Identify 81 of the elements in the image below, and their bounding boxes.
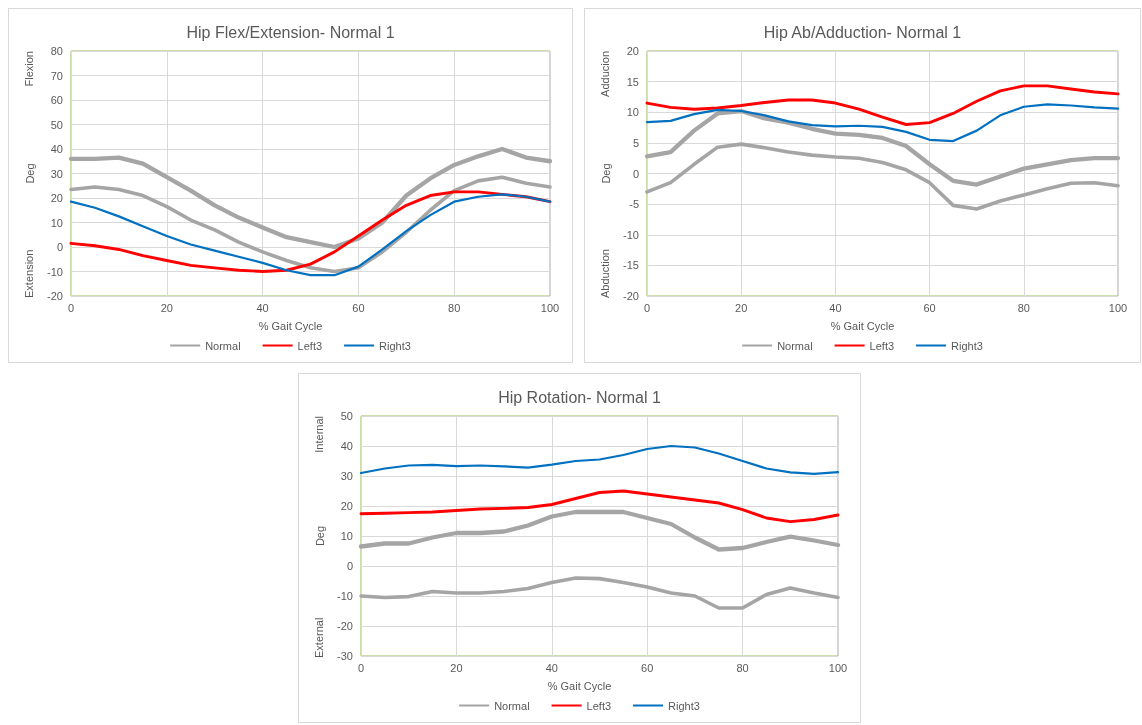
y-tick-label: 20 (50, 192, 63, 204)
y-tick-label: 0 (346, 560, 353, 572)
line-series (358, 509, 841, 552)
y-tick-label: -10 (47, 265, 63, 278)
y-tick-label: -10 (337, 590, 353, 602)
y-tick-label: 80 (50, 45, 63, 57)
chart-title: Hip Ab/Adduction- Normal 1 (763, 23, 962, 41)
x-tick-label: 80 (448, 301, 461, 314)
y-axis-title: Deg (599, 163, 612, 184)
y-tick-label: 50 (50, 118, 63, 131)
chart-title: Hip Rotation- Normal 1 (498, 388, 661, 406)
legend-label: Right3 (951, 339, 983, 352)
text: Flexion (22, 51, 35, 87)
y-tick-label: 10 (340, 530, 353, 542)
x-tick-label: 0 (643, 301, 651, 314)
line-series (359, 489, 840, 524)
x-tick-label: 0 (67, 301, 75, 314)
x-tick-label: 20 (450, 661, 463, 674)
x-tick-label: 0 (357, 661, 365, 674)
x-tick-label: 80 (1017, 301, 1030, 314)
x-axis-title: % Gait Cycle (258, 319, 323, 332)
y-tick-label: 0 (56, 241, 63, 253)
y-tick-label: -20 (47, 290, 63, 302)
y-tick-label: 0 (632, 167, 639, 180)
y-tick-label: 50 (340, 410, 353, 422)
y-tick-label: -20 (623, 290, 639, 302)
x-axis-title: % Gait Cycle (830, 319, 895, 332)
y-tick-label: -15 (623, 259, 639, 272)
legend-label: Right3 (668, 699, 700, 712)
x-tick-label: 100 (828, 661, 848, 674)
legend-label: Left3 (297, 339, 323, 352)
y-tick-label: -20 (337, 620, 353, 632)
line-series (69, 175, 552, 274)
legend-label: Right3 (379, 339, 411, 352)
line-series (359, 576, 840, 610)
text: Internal (312, 416, 325, 453)
text: Extension (22, 249, 35, 298)
legend-label: Normal (205, 339, 241, 352)
y-tick-label: 20 (626, 45, 639, 57)
x-tick-label: 100 (540, 301, 560, 314)
x-tick-label: 60 (923, 301, 936, 314)
x-tick-label: 20 (735, 301, 748, 314)
line-series (359, 444, 840, 475)
x-tick-label: 80 (736, 661, 749, 674)
y-axis-title: Deg (313, 525, 326, 547)
text: Adducion (598, 51, 611, 97)
line-series (644, 108, 1121, 187)
line-series (645, 103, 1120, 143)
y-tick-label: -5 (629, 198, 639, 211)
x-tick-label: 20 (160, 301, 173, 314)
x-tick-label: 40 (256, 301, 269, 314)
y-tick-label: 30 (50, 167, 63, 180)
y-tick-label: 40 (340, 440, 353, 452)
y-tick-label: 70 (50, 69, 63, 82)
y-tick-label: 30 (340, 470, 353, 482)
y-tick-label: 10 (626, 106, 639, 119)
y-axis-title: Deg (23, 163, 36, 184)
line-series (645, 142, 1120, 211)
y-tick-label: 20 (340, 500, 353, 512)
chart-title: Hip Flex/Extension- Normal 1 (186, 23, 395, 41)
y-tick-label: 5 (632, 136, 639, 149)
y-tick-label: -10 (623, 228, 639, 241)
x-tick-label: 40 (545, 661, 558, 674)
y-tick-label: -30 (337, 650, 353, 662)
text: External (312, 617, 325, 658)
x-axis-title: % Gait Cycle (547, 679, 612, 692)
legend-label: Normal (777, 339, 813, 352)
y-tick-label: 15 (626, 75, 639, 88)
y-tick-label: 10 (50, 216, 63, 229)
legend-label: Left3 (586, 699, 612, 712)
line-series (645, 84, 1120, 126)
x-tick-label: 40 (829, 301, 842, 314)
line-series (68, 146, 553, 250)
x-tick-label: 60 (641, 661, 654, 674)
y-tick-label: 60 (50, 94, 63, 106)
text: Abduction (598, 249, 611, 298)
legend-label: Left3 (869, 339, 895, 352)
legend-label: Normal (494, 699, 530, 712)
x-tick-label: 60 (352, 301, 365, 314)
y-tick-label: 40 (50, 143, 63, 155)
x-tick-label: 100 (1108, 301, 1128, 314)
